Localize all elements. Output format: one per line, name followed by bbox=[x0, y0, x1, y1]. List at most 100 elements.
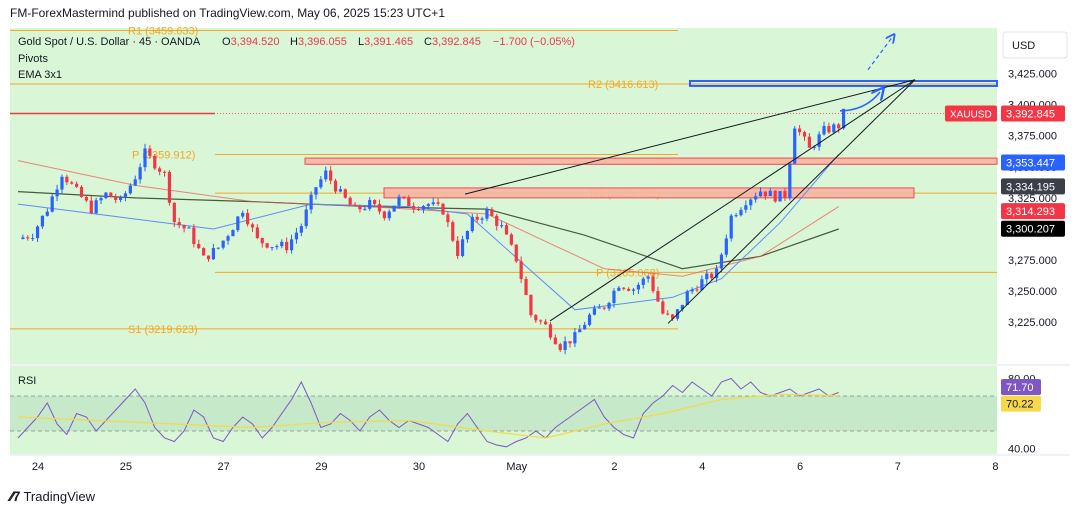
indicator-ema[interactable]: EMA 3x1 bbox=[18, 69, 62, 81]
footer: ⁄⁄7 TradingView bbox=[10, 488, 95, 504]
candle-body bbox=[670, 314, 675, 319]
candle-body bbox=[495, 215, 499, 226]
currency-box[interactable] bbox=[1002, 31, 1068, 59]
x-tick-label: 7 bbox=[895, 461, 901, 473]
candle-body bbox=[627, 288, 631, 291]
candle-body bbox=[104, 192, 108, 199]
candle-body bbox=[245, 212, 250, 225]
candle-body bbox=[21, 237, 25, 239]
candle-body bbox=[26, 237, 30, 239]
candle-body bbox=[475, 216, 479, 220]
candle-body bbox=[817, 134, 821, 147]
candle-body bbox=[270, 247, 274, 249]
candle-body bbox=[500, 225, 504, 227]
indicator-pivots[interactable]: Pivots bbox=[18, 53, 48, 65]
candle-body bbox=[60, 176, 64, 190]
candle-body bbox=[138, 167, 142, 180]
candle-body bbox=[387, 211, 391, 219]
price-tag-value: 3,392.845 bbox=[1006, 109, 1055, 121]
candle-body bbox=[754, 196, 758, 200]
supply-zone-upper bbox=[304, 157, 998, 165]
symbol-line[interactable]: Gold Spot / U.S. Dollar · 45 · OANDA bbox=[18, 36, 201, 48]
price-tag bbox=[1001, 154, 1065, 171]
ohlc-low: L3,391.465 bbox=[358, 36, 413, 48]
candle-body bbox=[436, 202, 440, 204]
candle-body bbox=[744, 205, 748, 210]
candle-body bbox=[607, 302, 611, 309]
candle-body bbox=[529, 294, 533, 316]
candle-body bbox=[265, 243, 269, 248]
candle-body bbox=[768, 190, 772, 197]
rsi-title[interactable]: RSI bbox=[18, 375, 36, 387]
candle-body bbox=[470, 216, 474, 232]
candle-body bbox=[304, 209, 308, 227]
candle-body bbox=[299, 226, 303, 233]
price-tag-value: 3,353.447 bbox=[1006, 157, 1055, 169]
candle-body bbox=[353, 204, 357, 206]
candle-body bbox=[177, 222, 181, 226]
candle-body bbox=[827, 126, 831, 133]
candle-body bbox=[50, 196, 54, 212]
candle-body bbox=[221, 240, 225, 248]
candle-body bbox=[573, 332, 577, 344]
candle-body bbox=[319, 179, 323, 188]
y-tick-label: 3,275.000 bbox=[1008, 255, 1057, 267]
candle-body bbox=[226, 236, 230, 241]
candle-body bbox=[441, 203, 445, 215]
candle-body bbox=[485, 209, 489, 219]
candle-body bbox=[534, 315, 538, 321]
candle-body bbox=[338, 189, 343, 192]
candle-body bbox=[280, 241, 284, 247]
candle-body bbox=[758, 191, 763, 197]
candle-body bbox=[236, 216, 240, 231]
candle-body bbox=[285, 241, 289, 251]
candle-body bbox=[392, 205, 396, 212]
candle-body bbox=[148, 148, 152, 156]
candle-body bbox=[31, 238, 35, 240]
ohlc-close: C3,392.845 bbox=[424, 36, 481, 48]
candle-body bbox=[783, 191, 787, 199]
projection-arrow bbox=[839, 92, 880, 112]
candle-body bbox=[514, 244, 518, 262]
candle-body bbox=[99, 198, 103, 201]
candle-body bbox=[187, 227, 191, 229]
candle-body bbox=[128, 185, 132, 194]
price-tag-value: 3,300.207 bbox=[1006, 224, 1055, 236]
candle-body bbox=[167, 171, 172, 203]
candle-body bbox=[685, 291, 689, 305]
candle-body bbox=[348, 197, 352, 205]
candle-body bbox=[622, 287, 626, 289]
candle-body bbox=[407, 197, 411, 207]
candle-body bbox=[426, 204, 430, 207]
candle-body bbox=[695, 289, 699, 291]
candle-body bbox=[841, 108, 846, 129]
candle-body bbox=[710, 273, 714, 279]
candle-body bbox=[822, 126, 826, 135]
wedge-lower-line bbox=[549, 79, 916, 322]
candle-body bbox=[172, 202, 176, 223]
candle-body bbox=[705, 273, 709, 280]
pivot-level-label: R2 (3416.613) bbox=[588, 79, 658, 91]
candle-body bbox=[714, 268, 719, 279]
candle-body bbox=[158, 168, 162, 172]
candle-body bbox=[837, 124, 841, 129]
symbol-tag-label: XAUUSD bbox=[950, 110, 992, 121]
candle-body bbox=[133, 179, 137, 186]
candle-body bbox=[260, 237, 264, 244]
candle-body bbox=[798, 128, 802, 133]
rsi-value-tag bbox=[1001, 395, 1041, 412]
candle-body bbox=[793, 128, 797, 164]
candle-body bbox=[812, 146, 816, 148]
candle-body bbox=[431, 202, 435, 205]
candle-body bbox=[45, 211, 49, 216]
candle-body bbox=[583, 324, 587, 330]
candle-body bbox=[504, 225, 509, 235]
candle-body bbox=[465, 231, 470, 240]
x-tick-label: 4 bbox=[699, 461, 705, 473]
rsi-value-label: 70.22 bbox=[1006, 399, 1034, 411]
candle-body bbox=[734, 215, 738, 217]
price-tag bbox=[1001, 105, 1065, 122]
x-tick-label: 29 bbox=[315, 461, 327, 473]
candle-body bbox=[314, 187, 318, 195]
